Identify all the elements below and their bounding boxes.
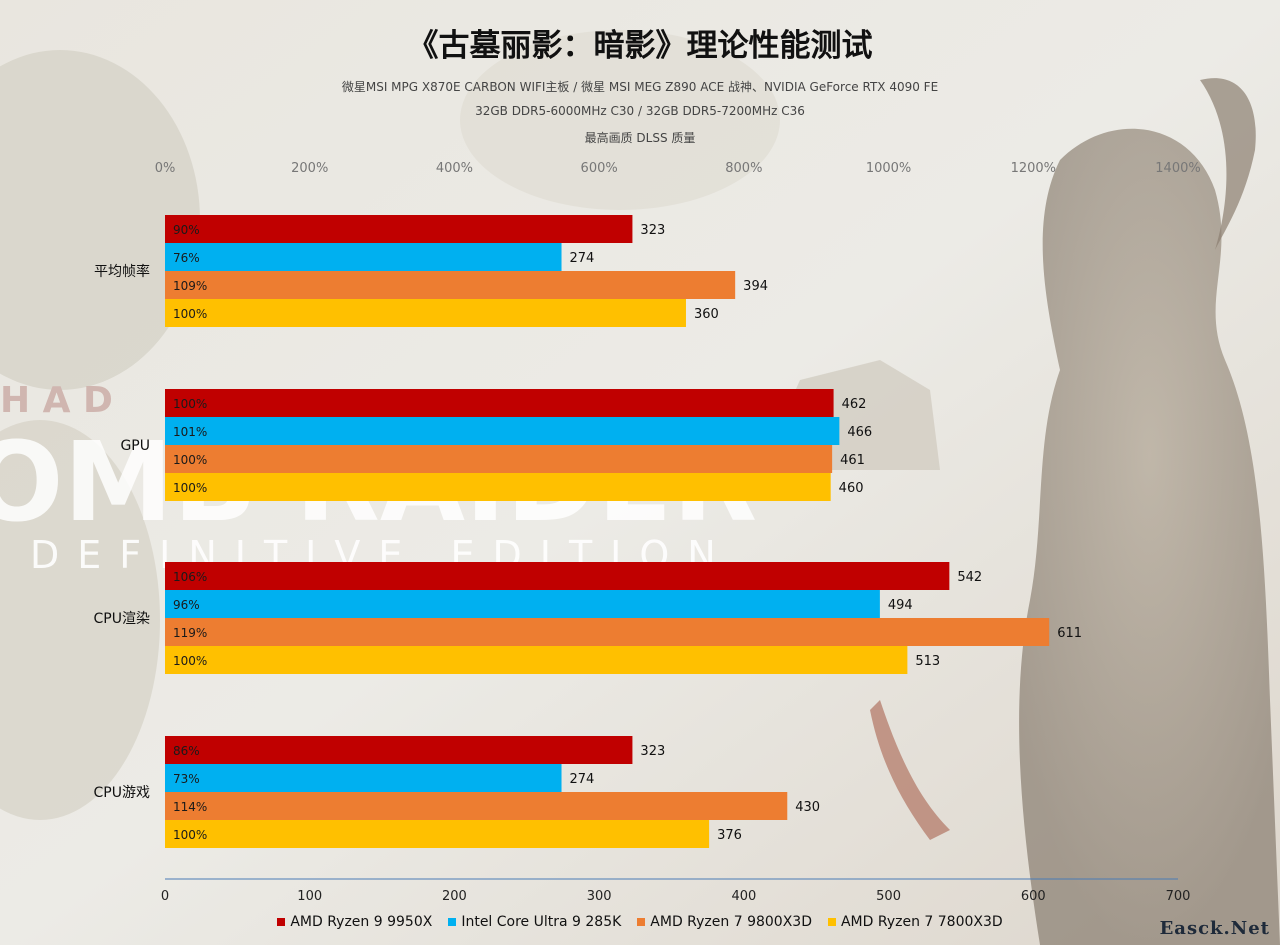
- bar: [165, 590, 880, 618]
- bar-percent-label: 90%: [173, 223, 200, 237]
- top-axis-tick-label: 1200%: [1011, 161, 1056, 176]
- bar-percent-label: 106%: [173, 570, 207, 584]
- bar: [165, 646, 908, 674]
- bar-value-label: 542: [957, 570, 982, 585]
- bottom-axis-tick-label: 100: [297, 889, 322, 904]
- category-label: CPU游戏: [94, 785, 150, 801]
- bar: [165, 243, 562, 271]
- category-label: GPU: [120, 438, 150, 454]
- legend-swatch: [827, 918, 836, 926]
- bar-percent-label: 100%: [173, 453, 207, 467]
- watermark: Easck.Net: [1159, 918, 1270, 939]
- legend-label: AMD Ryzen 7 7800X3D: [840, 914, 1003, 930]
- subtitle-settings: 最高画质 DLSS 质量: [584, 131, 696, 145]
- bar-value-label: 461: [840, 453, 865, 468]
- bar-percent-label: 100%: [173, 654, 207, 668]
- chart-legend: AMD Ryzen 9 9950X Intel Core Ultra 9 285K…: [0, 914, 1280, 930]
- legend-label: Intel Core Ultra 9 285K: [461, 914, 622, 930]
- bar-percent-label: 100%: [173, 307, 207, 321]
- bar-percent-label: 100%: [173, 828, 207, 842]
- bar-percent-label: 101%: [173, 425, 207, 439]
- bar-percent-label: 100%: [173, 481, 207, 495]
- bar-percent-label: 73%: [173, 772, 200, 786]
- bar-value-label: 462: [842, 397, 867, 412]
- legend-label: AMD Ryzen 9 9950X: [290, 914, 433, 930]
- chart-title: 《古墓丽影：暗影》理论性能测试: [407, 28, 873, 64]
- bottom-axis-tick-label: 400: [731, 889, 756, 904]
- legend-label: AMD Ryzen 7 9800X3D: [650, 914, 812, 930]
- bar: [165, 736, 633, 764]
- category-label: 平均帧率: [94, 263, 150, 280]
- top-axis-tick-label: 800%: [725, 161, 762, 176]
- bottom-axis-tick-label: 200: [442, 889, 467, 904]
- bar-value-label: 360: [694, 307, 719, 322]
- bar-percent-label: 96%: [173, 598, 200, 612]
- bar: [165, 764, 562, 792]
- bar-percent-label: 86%: [173, 744, 200, 758]
- legend-swatch: [277, 918, 286, 926]
- bottom-axis-tick-label: 300: [587, 889, 612, 904]
- legend-swatch: [637, 918, 646, 926]
- bar-value-label: 466: [847, 425, 872, 440]
- bar-value-label: 323: [640, 223, 665, 238]
- bar: [165, 271, 736, 299]
- bar: [165, 445, 833, 473]
- bar-value-label: 494: [888, 598, 913, 613]
- bar-value-label: 513: [915, 654, 940, 669]
- bar: [165, 299, 686, 327]
- bar: [165, 417, 840, 445]
- legend-item: AMD Ryzen 7 9800X3D: [637, 914, 812, 930]
- bar-percent-label: 109%: [173, 279, 207, 293]
- top-axis-tick-label: 1000%: [866, 161, 911, 176]
- bar: [165, 215, 633, 243]
- bar: [165, 562, 950, 590]
- top-axis-tick-label: 1400%: [1155, 161, 1200, 176]
- top-axis-tick-label: 0%: [155, 161, 176, 176]
- legend-item: Intel Core Ultra 9 285K: [448, 914, 621, 930]
- bar: [165, 792, 788, 820]
- bar-percent-label: 114%: [173, 800, 207, 814]
- bar-value-label: 430: [795, 800, 820, 815]
- top-axis-tick-label: 200%: [291, 161, 328, 176]
- bar-value-label: 376: [717, 828, 742, 843]
- bar-percent-label: 76%: [173, 251, 200, 265]
- bar-percent-label: 119%: [173, 626, 207, 640]
- legend-item: AMD Ryzen 9 9950X: [277, 914, 432, 930]
- category-label: CPU渲染: [94, 611, 150, 627]
- top-axis-tick-label: 400%: [436, 161, 473, 176]
- bar-value-label: 274: [570, 772, 595, 787]
- bar-percent-label: 100%: [173, 397, 207, 411]
- subtitle-hardware: 微星MSI MPG X870E CARBON WIFI主板 / 微星 MSI M…: [341, 80, 939, 94]
- bar-value-label: 460: [839, 481, 864, 496]
- bar-value-label: 394: [743, 279, 768, 294]
- bottom-axis-tick-label: 0: [161, 889, 169, 904]
- bottom-axis-tick-label: 700: [1166, 889, 1191, 904]
- top-axis-tick-label: 600%: [581, 161, 618, 176]
- bar: [165, 473, 831, 501]
- bar: [165, 389, 834, 417]
- bar-value-label: 274: [570, 251, 595, 266]
- bar-value-label: 323: [640, 744, 665, 759]
- legend-item: AMD Ryzen 7 7800X3D: [827, 914, 1003, 930]
- bar: [165, 618, 1050, 646]
- bar: [165, 820, 710, 848]
- bottom-axis-tick-label: 600: [1021, 889, 1046, 904]
- legend-swatch: [448, 918, 457, 926]
- bottom-axis-tick-label: 500: [876, 889, 901, 904]
- subtitle-memory: 32GB DDR5-6000MHz C30 / 32GB DDR5-7200MH…: [475, 104, 805, 118]
- bar-value-label: 611: [1057, 626, 1082, 641]
- logo-letters-top: H A D: [0, 380, 113, 421]
